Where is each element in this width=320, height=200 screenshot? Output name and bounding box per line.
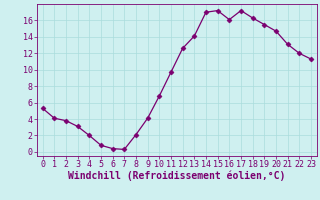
X-axis label: Windchill (Refroidissement éolien,°C): Windchill (Refroidissement éolien,°C): [68, 171, 285, 181]
